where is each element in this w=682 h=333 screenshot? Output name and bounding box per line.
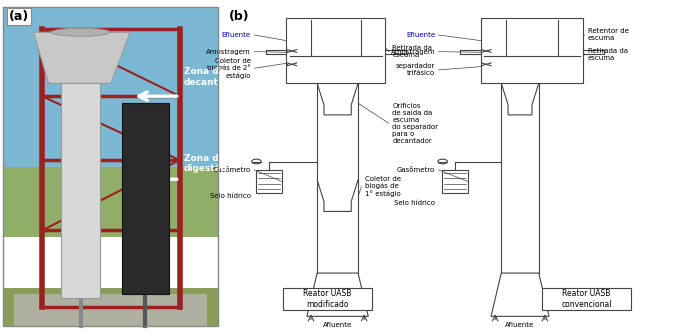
Bar: [286, 18, 385, 83]
Text: Retentor de
escuma: Retentor de escuma: [588, 28, 629, 42]
Bar: [542, 288, 631, 310]
Bar: [442, 170, 468, 193]
Text: Afluente: Afluente: [505, 322, 534, 328]
Text: Zona de
decantação: Zona de decantação: [184, 67, 243, 87]
Text: Reator UASB
modificado: Reator UASB modificado: [303, 289, 351, 309]
Text: Amostragem: Amostragem: [207, 49, 251, 55]
Text: Orifícios
de saída da
escuma
do separador
para o
decantador: Orifícios de saída da escuma do separado…: [392, 103, 438, 144]
Text: Gasômetro: Gasômetro: [397, 167, 435, 173]
Bar: [14, 294, 207, 326]
Text: Amostragem: Amostragem: [391, 49, 435, 55]
Bar: [61, 83, 100, 298]
Text: Coletor de
biogás de 2°
estágio: Coletor de biogás de 2° estágio: [207, 58, 251, 79]
Bar: [3, 166, 218, 237]
Text: Efluente: Efluente: [406, 32, 435, 38]
Bar: [283, 288, 372, 310]
Text: Retirada da
escuma: Retirada da escuma: [392, 45, 432, 58]
Text: Efluente: Efluente: [222, 32, 251, 38]
Text: Selo hídrico: Selo hídrico: [394, 200, 435, 206]
Text: Gasômetro: Gasômetro: [213, 167, 251, 173]
Text: Selo hídrico: Selo hídrico: [210, 193, 251, 199]
Text: Retirada da
escuma: Retirada da escuma: [588, 48, 628, 62]
Text: Reator UASB
convencional: Reator UASB convencional: [561, 289, 612, 309]
Text: Zona de
digestão: Zona de digestão: [184, 154, 228, 173]
Bar: [3, 7, 218, 326]
Ellipse shape: [52, 28, 110, 36]
Bar: [481, 18, 583, 83]
Text: Afluente: Afluente: [323, 322, 352, 328]
Text: (a): (a): [9, 10, 29, 23]
Polygon shape: [33, 32, 130, 83]
Text: Coletor de
biogás de
1° estágio: Coletor de biogás de 1° estágio: [365, 176, 401, 197]
Bar: [3, 288, 218, 326]
Text: (b): (b): [228, 10, 249, 23]
Text: separdador
trifásico: separdador trifásico: [396, 63, 435, 77]
Bar: [121, 103, 169, 294]
Bar: [256, 170, 282, 193]
Bar: [3, 7, 218, 182]
